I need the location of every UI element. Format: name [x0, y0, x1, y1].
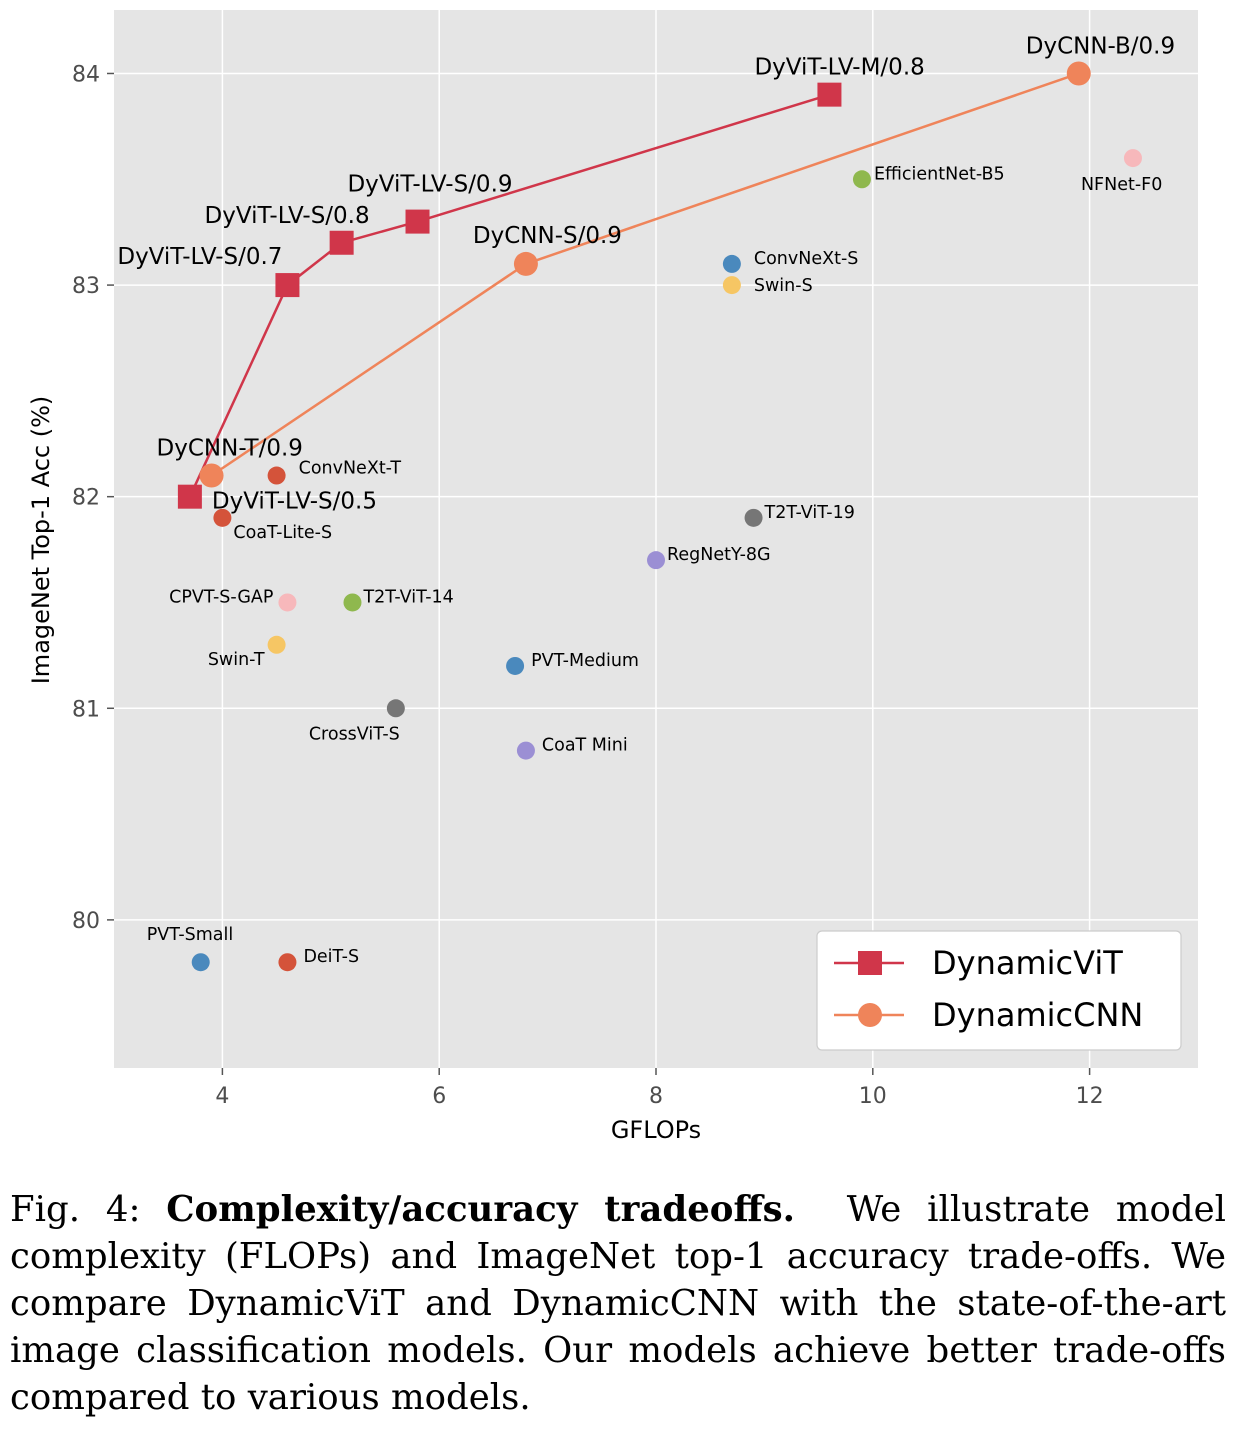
model-point-swin-s — [722, 276, 741, 295]
model-point-swin-t — [267, 635, 286, 654]
legend-box — [816, 930, 1182, 1051]
model-label-coat-mini: CoaT Mini — [542, 736, 628, 756]
caption-title: Complexity/accuracy tradeoffs. — [166, 1189, 795, 1230]
x-tick-label: 4 — [215, 1084, 229, 1109]
model-point-deit-s — [278, 953, 297, 972]
model-point-coat-lite-s — [213, 508, 232, 527]
model-label-regnety-8g: RegNetY-8G — [667, 545, 771, 565]
marker-dycnn-t-0-9 — [199, 463, 224, 488]
marker-dycnn-s-0-9 — [513, 251, 538, 276]
model-label-efficientnet-b5: EfficientNet-B5 — [874, 164, 1005, 184]
model-label-cpvt-s-gap: CPVT-S-GAP — [169, 587, 273, 607]
series-label-dycnn-t-0-9: DyCNN-T/0.9 — [157, 436, 303, 462]
model-label-t2t-vit-14: T2T-ViT-14 — [362, 587, 453, 607]
model-point-crossvit-s — [386, 699, 405, 718]
x-axis-title: GFLOPs — [611, 1116, 701, 1144]
model-point-nfnet-f0 — [1123, 149, 1142, 168]
x-tick-label: 12 — [1076, 1084, 1104, 1109]
model-label-convnext-s: ConvNeXt-S — [754, 249, 859, 269]
series-markers — [177, 61, 1091, 509]
series-label-dyvit-lv-s-0-7: DyViT-LV-S/0.7 — [117, 244, 282, 270]
y-tick-label: 81 — [72, 697, 100, 722]
legend-marker-dynamicvit — [858, 951, 882, 975]
series-label-dycnn-b-0-9: DyCNN-B/0.9 — [1026, 33, 1175, 59]
model-point-efficientnet-b5 — [852, 170, 871, 189]
model-point-pvt-medium — [506, 656, 525, 675]
axis-ticks: 4 6 8 10 12 80 81 82 83 84 — [72, 62, 1104, 1109]
figure-caption: Fig. 4: Complexity/accuracy tradeoffs. W… — [10, 1186, 1226, 1421]
model-point-coat-mini — [516, 741, 535, 760]
model-label-convnext-t: ConvNeXt-T — [299, 459, 402, 479]
legend-label-dynamiccnn: DynamicCNN — [932, 996, 1143, 1034]
x-tick-label: 6 — [432, 1084, 446, 1109]
model-label-nfnet-f0: NFNet-F0 — [1081, 175, 1162, 195]
model-label-pvt-medium: PVT-Medium — [531, 651, 639, 671]
model-label-coat-lite-s: CoaT-Lite-S — [233, 523, 332, 543]
model-point-regnety-8g — [647, 551, 665, 570]
y-tick-label: 80 — [72, 909, 100, 934]
x-tick-label: 8 — [649, 1084, 663, 1109]
model-label-t2t-vit-19: T2T-ViT-19 — [764, 503, 855, 523]
legend-label-dynamicvit: DynamicViT — [932, 944, 1123, 982]
y-tick-label: 82 — [72, 486, 100, 511]
model-point-convnext-s — [722, 254, 741, 273]
caption-prefix: Fig. 4: — [10, 1189, 167, 1230]
legend: DynamicViT DynamicCNN — [816, 930, 1182, 1051]
y-axis-title: ImageNet Top-1 Acc (%) — [27, 396, 55, 685]
legend-marker-dynamiccnn — [858, 1003, 882, 1027]
model-label-swin-t: Swin-T — [208, 650, 265, 670]
scatter-chart: 4 6 8 10 12 80 81 82 83 84 NFNet-F0 EfficientNet-B… — [27, 10, 1198, 1144]
model-point-cpvt-s-gap — [278, 593, 297, 612]
model-label-pvt-small: PVT-Small — [147, 925, 234, 945]
comparison-points — [191, 149, 1142, 972]
figure-chart: 4 6 8 10 12 80 81 82 83 84 NFNet-F0 EfficientNet-B… — [27, 10, 1198, 1144]
model-point-convnext-t — [267, 466, 286, 485]
point-labels: NFNet-F0 EfficientNet-B5 ConvNeXt-S Swin-S C… — [117, 33, 1175, 967]
series-label-dyvit-lv-s-0-8: DyViT-LV-S/0.8 — [205, 203, 370, 229]
marker-dycnn-b-0-9 — [1066, 61, 1091, 86]
marker-dyvit-lv-s-0-5 — [177, 484, 202, 509]
marker-dyvit-lv-m-0-8 — [817, 82, 842, 107]
marker-dyvit-lv-s-0-9 — [405, 209, 430, 234]
model-point-pvt-small — [191, 953, 210, 972]
marker-dyvit-lv-s-0-8 — [329, 230, 354, 255]
marker-dyvit-lv-s-0-7 — [275, 273, 300, 298]
series-label-dyvit-lv-s-0-5: DyViT-LV-S/0.5 — [212, 489, 377, 515]
model-label-crossvit-s: CrossViT-S — [309, 724, 400, 744]
model-label-deit-s: DeiT-S — [303, 947, 359, 967]
series-label-dycnn-s-0-9: DyCNN-S/0.9 — [473, 223, 622, 249]
series-label-dyvit-lv-s-0-9: DyViT-LV-S/0.9 — [347, 172, 512, 198]
y-tick-label: 84 — [72, 62, 100, 87]
model-label-swin-s: Swin-S — [754, 276, 813, 296]
model-point-t2t-vit-14 — [343, 593, 362, 612]
x-tick-label: 10 — [859, 1084, 887, 1109]
model-point-t2t-vit-19 — [744, 508, 763, 527]
caption-text: We illustrate model complexity (FLOPs) a… — [10, 1189, 1226, 1418]
series-label-dyvit-lv-m-0-8: DyViT-LV-M/0.8 — [754, 55, 924, 81]
y-tick-label: 83 — [72, 274, 100, 299]
